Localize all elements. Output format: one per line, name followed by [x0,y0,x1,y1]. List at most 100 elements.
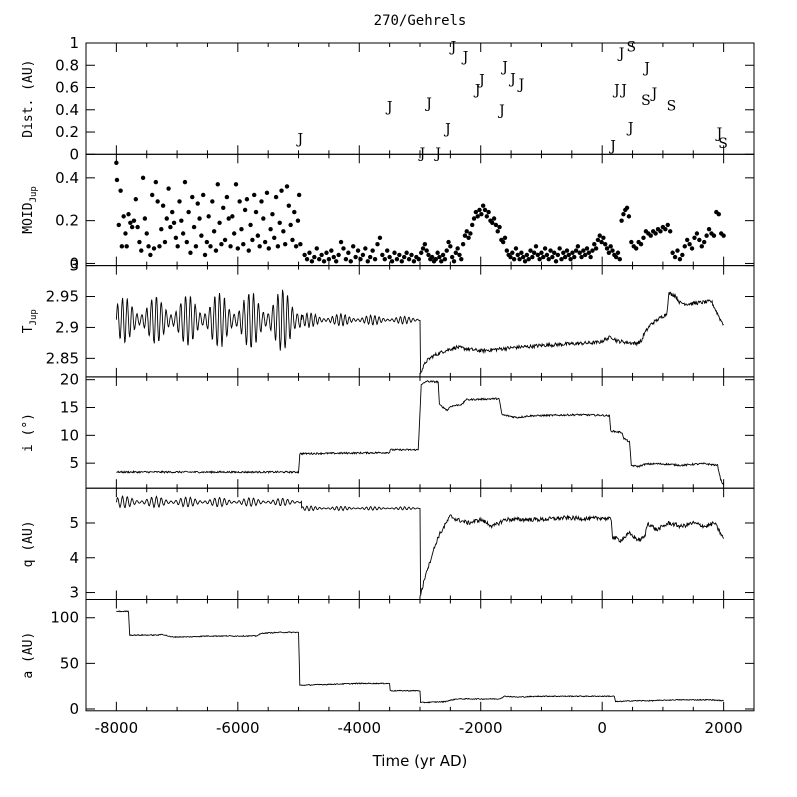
moid-point [579,254,584,260]
y-tick-label: 0.4 [55,169,79,187]
moid-point [348,259,353,264]
moid-point [355,248,361,253]
encounter-jupiter: J [612,83,620,99]
chart-title: 270/Gehrels [374,13,467,29]
moid-point [273,194,279,200]
y-tick-label: 2.9 [55,318,79,336]
moid-point [517,256,522,262]
moid-point [387,254,392,260]
moid-point [195,201,200,206]
x-tick-label: 0 [597,719,607,737]
moid-point [497,224,502,230]
moid-point [242,207,248,213]
moid-point [341,246,346,251]
x-tick-label: -2000 [459,719,503,737]
moid-point [653,231,658,236]
moid-point [555,252,561,258]
moid-point [535,252,541,258]
y-tick-label: 0 [69,254,79,272]
moid-point [237,199,242,204]
series-line-incl [116,380,725,486]
moid-point [272,235,277,240]
y-tick-label: 0.2 [55,212,79,230]
moid-point [692,235,697,240]
moid-point [648,233,653,238]
moid-point [385,248,390,253]
y-axis-label: a (AU) [21,632,36,679]
moid-point [121,214,126,219]
encounter-jupiter: J [443,122,451,138]
encounter-jupiter: J [473,83,481,99]
moid-point [129,224,135,230]
moid-point [336,252,341,258]
moid-point [118,188,123,193]
moid-point [613,254,619,260]
moid-point [685,237,690,243]
encounter-jupiter: J [508,72,516,88]
moid-point [326,256,332,262]
y-tick-label: 0.4 [55,101,79,119]
moid-point [264,190,270,196]
moid-point [491,216,497,221]
moid-point [593,246,599,251]
moid-point [268,227,273,232]
moid-point [699,244,704,249]
moid-point [184,239,190,245]
moid-point [153,179,159,185]
y-axis-label: Dist. (AU) [21,60,36,138]
moid-point [231,231,237,236]
moid-point [226,216,231,221]
moid-point [419,250,424,255]
moid-point [123,231,128,236]
x-tick-label: -6000 [216,719,260,737]
moid-point [217,220,222,225]
moid-point [190,194,195,200]
moid-point [480,203,486,208]
moid-point [142,216,148,221]
moid-point [279,188,284,193]
moid-point [581,248,586,253]
moid-point [562,254,568,260]
x-axis-label: Time (yr AD) [372,752,468,770]
moid-point [257,244,262,249]
y-tick-label: 100 [50,609,79,627]
moid-point [281,229,286,234]
moid-point [411,259,417,264]
moid-point [490,220,495,225]
moid-point [375,241,380,247]
y-tick-label: 1 [69,34,79,52]
encounter-jupiter: J [517,77,525,93]
moid-point [446,239,451,245]
moid-point [573,248,579,253]
moid-point [502,235,508,240]
moid-point [539,250,544,255]
moid-point [168,224,173,230]
moid-point [426,252,431,258]
moid-point [479,212,484,217]
y-tick-label: 0.6 [55,79,79,97]
panel-q: 3 4 5 q (AU) [21,487,755,602]
moid-point [235,246,241,251]
moid-point [624,205,630,211]
moid-point [675,248,680,253]
moid-point [170,209,175,215]
moid-point [296,192,302,198]
moid-point [716,212,721,217]
moid-point [133,197,138,202]
moid-point [677,256,683,262]
moid-point [219,241,224,247]
moid-point [468,231,473,236]
moid-point [595,237,601,243]
moid-point [139,248,144,253]
moid-point [261,216,266,221]
moid-point [246,248,251,253]
encounter-jupiter: J [642,60,650,76]
moid-point [116,222,121,228]
moid-point [119,244,125,249]
moid-point [197,216,202,221]
moid-point [561,250,566,255]
moid-point [528,248,533,253]
moid-point [439,259,444,264]
moid-point [704,233,709,238]
